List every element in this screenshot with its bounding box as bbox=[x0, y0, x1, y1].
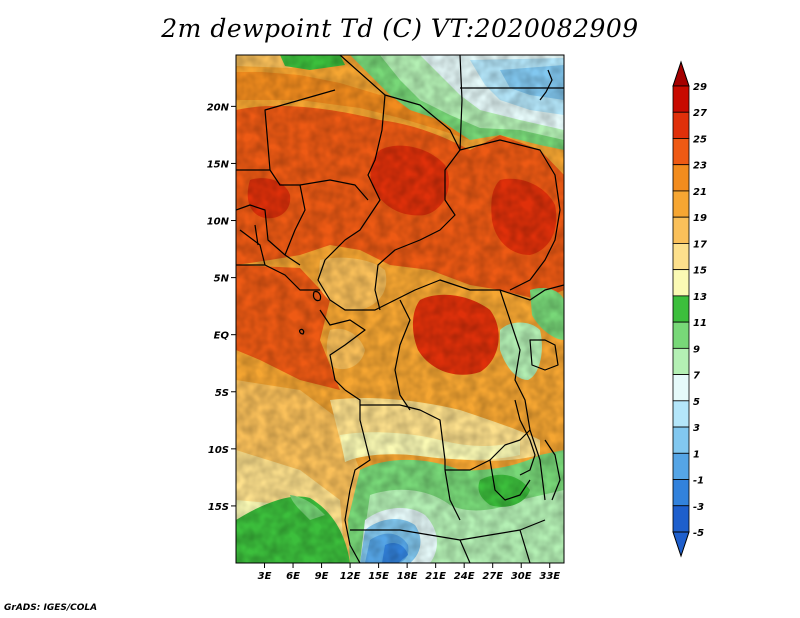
map-title: 2m dewpoint Td (C) VT:2020082909 bbox=[161, 14, 639, 43]
colorbar-label: 23 bbox=[693, 161, 707, 172]
x-tick-label: 6E bbox=[286, 571, 300, 582]
x-tick-label: 27E bbox=[482, 571, 503, 582]
longitude-axis: 3E 6E 9E 12E 15E 18E 21E 24E 27E 30E 33E bbox=[258, 563, 560, 582]
y-tick-label: 10S bbox=[208, 445, 229, 456]
colorbar-label: 27 bbox=[693, 108, 707, 119]
colorbar-swatch bbox=[672, 505, 690, 533]
colorbar-label: -3 bbox=[693, 502, 704, 513]
colorbar-label: 9 bbox=[693, 344, 700, 355]
colorbar-bottom-arrow bbox=[672, 531, 690, 558]
colorbar-label: 17 bbox=[693, 239, 707, 250]
x-tick-label: 15E bbox=[368, 571, 389, 582]
colorbar-swatch bbox=[672, 321, 690, 349]
colorbar-label: -5 bbox=[693, 528, 704, 539]
x-tick-label: 12E bbox=[340, 571, 361, 582]
x-tick-label: 21E bbox=[425, 571, 446, 582]
y-tick-label: EQ bbox=[214, 331, 230, 342]
colorbar-label: 3 bbox=[693, 423, 700, 434]
colorbar-swatch bbox=[672, 111, 690, 139]
x-tick-label: 30E bbox=[511, 571, 532, 582]
colorbar-swatch bbox=[672, 295, 690, 323]
colorbar: 29 27 25 23 21 19 17 15 13 11 9 7 5 3 1 -1 -3 -5 bbox=[672, 60, 707, 558]
colorbar-swatch bbox=[672, 190, 690, 218]
colorbar-label: -1 bbox=[693, 476, 704, 487]
x-tick-label: 18E bbox=[397, 571, 418, 582]
colorbar-label: 21 bbox=[693, 187, 707, 198]
grads-credit: GrADS: IGES/COLA bbox=[4, 603, 98, 613]
x-tick-label: 24E bbox=[454, 571, 475, 582]
y-tick-label: 20N bbox=[207, 102, 230, 113]
colorbar-swatch bbox=[672, 269, 690, 297]
y-tick-label: 10N bbox=[207, 217, 230, 228]
colorbar-swatch bbox=[672, 479, 690, 507]
x-tick-label: 9E bbox=[315, 571, 329, 582]
latitude-axis: 20N 15N 10N 5N EQ 5S 10S 15S bbox=[207, 102, 236, 513]
colorbar-label: 29 bbox=[693, 82, 707, 93]
colorbar-label: 11 bbox=[693, 318, 707, 329]
colorbar-label: 5 bbox=[693, 397, 700, 408]
colorbar-label: 15 bbox=[693, 266, 707, 277]
colorbar-label: 19 bbox=[693, 213, 707, 224]
y-tick-label: 15N bbox=[207, 159, 230, 170]
colorbar-swatch bbox=[672, 426, 690, 454]
colorbar-swatch bbox=[672, 452, 690, 480]
y-tick-label: 5S bbox=[215, 388, 229, 399]
y-tick-label: 5N bbox=[214, 274, 230, 285]
colorbar-label: 7 bbox=[693, 371, 700, 382]
map-frame bbox=[235, 54, 565, 564]
x-tick-label: 33E bbox=[539, 571, 560, 582]
colorbar-swatch bbox=[672, 216, 690, 244]
colorbar-top-arrow bbox=[672, 60, 690, 87]
colorbar-swatch bbox=[672, 400, 690, 428]
colorbar-swatch bbox=[672, 138, 690, 166]
colorbar-label: 25 bbox=[693, 134, 707, 145]
colorbar-swatch bbox=[672, 374, 690, 402]
colorbar-label: 1 bbox=[693, 449, 700, 460]
dewpoint-field bbox=[236, 55, 564, 563]
colorbar-swatch bbox=[672, 85, 690, 113]
y-tick-label: 15S bbox=[208, 502, 229, 513]
colorbar-swatch bbox=[672, 347, 690, 375]
x-tick-label: 3E bbox=[258, 571, 272, 582]
colorbar-swatch bbox=[672, 243, 690, 271]
colorbar-swatch bbox=[672, 164, 690, 192]
colorbar-label: 13 bbox=[693, 292, 707, 303]
